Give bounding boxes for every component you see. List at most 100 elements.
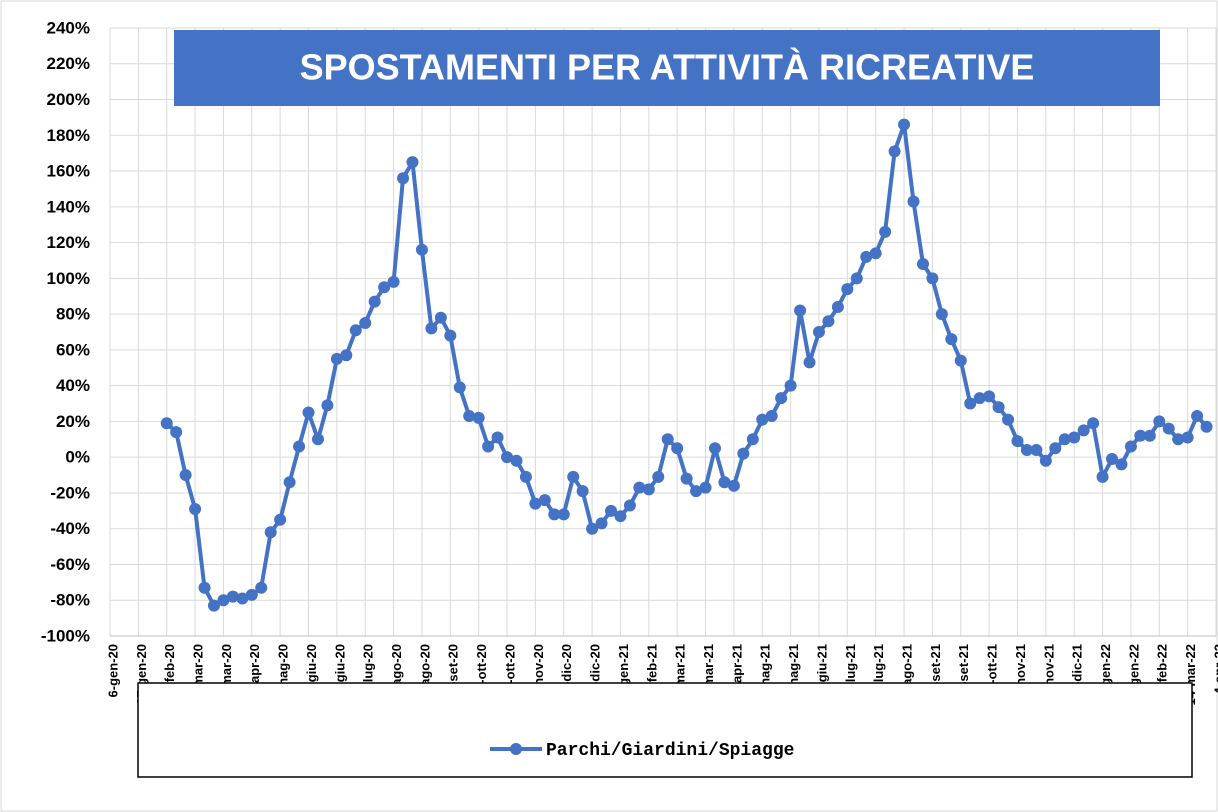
point <box>954 354 967 367</box>
point <box>330 352 343 365</box>
point <box>1068 431 1081 444</box>
point <box>311 433 324 446</box>
point <box>907 195 920 208</box>
point <box>879 225 892 238</box>
point <box>699 481 712 494</box>
point <box>1020 444 1033 457</box>
point <box>1096 470 1109 483</box>
point <box>1002 413 1015 426</box>
y-tick-label: -100% <box>41 626 90 645</box>
x-tick-label: 6-gen-20 <box>105 644 120 697</box>
point <box>1049 442 1062 455</box>
point <box>1162 422 1175 435</box>
point <box>756 413 769 426</box>
point <box>983 390 996 403</box>
point <box>1153 415 1166 428</box>
point <box>727 479 740 492</box>
point <box>255 581 268 594</box>
point <box>652 470 665 483</box>
point <box>614 510 627 523</box>
x-tick-label: 1-giu-20 <box>304 644 319 694</box>
x-tick-label: 5-ott-20 <box>474 644 489 691</box>
point <box>415 243 428 256</box>
point <box>1124 440 1137 453</box>
point <box>378 281 391 294</box>
point <box>529 497 542 510</box>
point <box>321 399 334 412</box>
point <box>831 300 844 313</box>
point <box>775 392 788 405</box>
point <box>236 592 249 605</box>
point <box>283 476 296 489</box>
point <box>737 447 750 460</box>
point <box>671 442 684 455</box>
point <box>548 508 561 521</box>
y-tick-label: 140% <box>47 197 90 216</box>
point <box>680 472 693 485</box>
point <box>605 504 618 517</box>
point <box>595 517 608 530</box>
point <box>1087 417 1100 430</box>
point <box>812 326 825 338</box>
y-tick-label: 220% <box>47 54 90 73</box>
point <box>1191 410 1204 423</box>
point <box>434 311 447 324</box>
point <box>576 485 589 498</box>
y-tick-label: 40% <box>56 376 90 395</box>
point <box>359 317 372 330</box>
point <box>406 156 419 169</box>
point <box>898 118 911 131</box>
point <box>368 295 381 308</box>
y-tick-label: 60% <box>56 340 90 359</box>
chart-title: SPOSTAMENTI PER ATTIVITÀ RICREATIVE <box>300 47 1035 88</box>
legend-label: Parchi/Giardini/Spiagge <box>546 741 794 761</box>
point <box>633 481 646 494</box>
y-tick-label: 20% <box>56 412 90 431</box>
point <box>1039 454 1052 467</box>
point <box>340 349 353 362</box>
legend-marker <box>510 743 522 755</box>
point <box>916 258 929 271</box>
point <box>463 410 476 423</box>
point <box>690 485 703 498</box>
point <box>387 275 400 288</box>
point <box>623 499 636 512</box>
point <box>945 333 958 346</box>
point <box>482 440 495 453</box>
point <box>293 440 306 453</box>
point <box>822 315 835 328</box>
point <box>1134 429 1147 442</box>
y-tick-label: 200% <box>47 90 90 109</box>
point <box>794 304 807 317</box>
y-tick-label: 0% <box>65 448 90 467</box>
point <box>170 426 183 439</box>
point <box>453 381 466 394</box>
point <box>349 324 362 337</box>
point <box>397 172 410 185</box>
point <box>198 581 211 594</box>
y-tick-label: 120% <box>47 233 90 252</box>
point <box>784 379 797 392</box>
x-tick-label: 6-set-21 <box>928 644 943 693</box>
title-box <box>174 30 1160 106</box>
point <box>567 470 580 483</box>
point <box>926 272 939 285</box>
point <box>964 397 977 410</box>
point <box>1200 420 1213 433</box>
x-tick-label: 4-apr-22 <box>1211 644 1218 695</box>
point <box>746 433 759 446</box>
point <box>501 451 514 464</box>
point <box>226 590 239 603</box>
point <box>557 508 570 521</box>
point <box>718 476 731 489</box>
point <box>1106 452 1119 465</box>
point <box>973 392 986 405</box>
point <box>245 588 258 601</box>
point <box>1011 435 1024 448</box>
point <box>302 406 315 419</box>
point <box>1030 444 1043 457</box>
point <box>179 469 192 482</box>
point <box>491 431 504 444</box>
